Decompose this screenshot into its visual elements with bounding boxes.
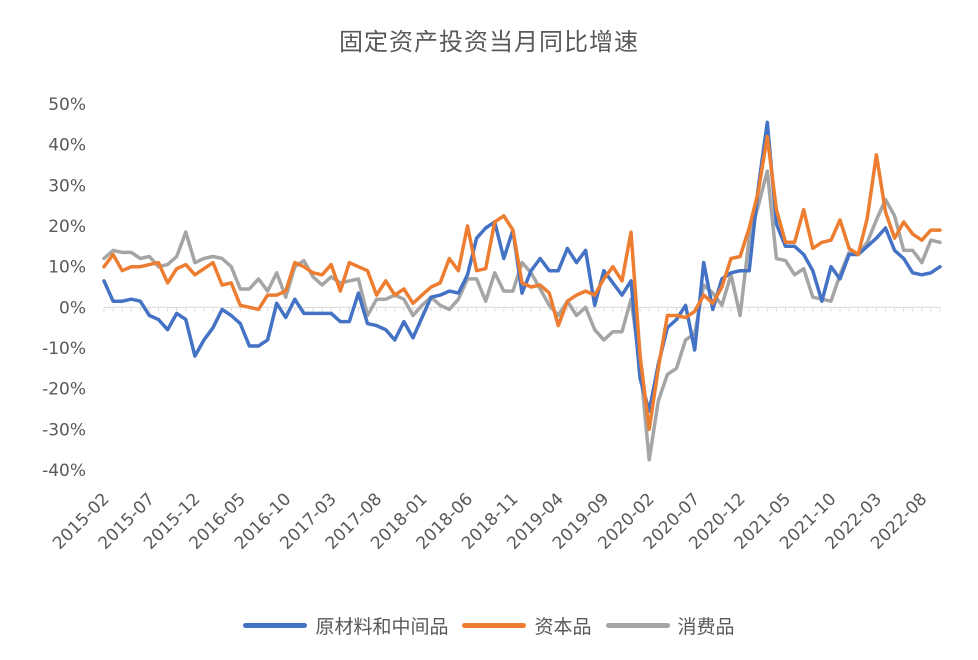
legend-label-capital-goods: 资本品 <box>534 616 592 638</box>
y-tick-label: -10% <box>42 339 86 359</box>
chart-title: 固定资产投资当月同比增速 <box>339 28 639 56</box>
legend-swatch-consumer-goods <box>605 623 670 628</box>
y-tick-label: 40% <box>48 136 86 156</box>
legend-swatch-capital-goods <box>462 623 527 628</box>
legend: 原材料和中间品 资本品 消费品 <box>0 612 978 639</box>
series-line-2 <box>102 169 942 462</box>
y-tick-label: 30% <box>48 176 86 196</box>
plot-area: -40% -30% -20% -10% 0% 10% 20% 30% 40% 50% 2015-0… <box>42 95 942 554</box>
legend-item-consumer-goods[interactable]: 消费品 <box>605 612 735 639</box>
y-tick-label: -20% <box>42 380 86 400</box>
y-tick-label: -30% <box>42 420 86 440</box>
y-tick-label: 0% <box>59 298 86 318</box>
y-axis: -40% -30% -20% -10% 0% 10% 20% 30% 40% 50% <box>42 95 86 481</box>
y-tick-label: 10% <box>48 258 86 278</box>
y-tick-label: -40% <box>42 461 86 481</box>
legend-label-raw-materials: 原材料和中间品 <box>315 616 449 638</box>
y-tick-label: 20% <box>48 217 86 237</box>
series-line-1 <box>102 134 942 432</box>
y-tick-label: 50% <box>48 95 86 115</box>
series-layer <box>102 120 942 462</box>
legend-swatch-raw-materials <box>243 623 308 628</box>
legend-label-consumer-goods: 消费品 <box>677 616 735 638</box>
series-line-0 <box>102 120 942 413</box>
legend-item-capital-goods[interactable]: 资本品 <box>462 612 592 639</box>
legend-item-raw-materials[interactable]: 原材料和中间品 <box>243 612 448 639</box>
x-axis: 2015-022015-072015-122016-052016-102017-… <box>49 306 941 554</box>
